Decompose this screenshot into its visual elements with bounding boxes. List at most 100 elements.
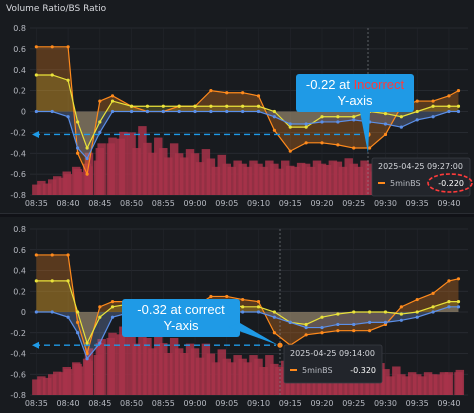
volume-bar	[296, 162, 306, 195]
orange-point	[320, 141, 324, 145]
volume-bar	[148, 348, 157, 395]
blue-point	[76, 146, 80, 150]
yellow-point	[304, 125, 308, 129]
yellow-point	[85, 146, 89, 150]
volume-bar	[154, 137, 163, 195]
volume-bar	[270, 163, 279, 195]
volume-bar	[301, 163, 311, 195]
yellow-point	[110, 99, 115, 103]
volume-bar	[154, 332, 163, 395]
volume-bar	[72, 166, 81, 195]
volume-bar	[243, 166, 252, 195]
volume-bar	[201, 149, 211, 195]
volume-bar	[428, 374, 438, 395]
orange-point	[66, 45, 70, 49]
y-tick-label: -0.2	[10, 128, 26, 137]
blue-point	[209, 109, 213, 114]
orange-point	[352, 146, 356, 150]
orange-point	[431, 291, 435, 295]
volume-bar	[254, 358, 263, 395]
orange-point	[110, 94, 115, 98]
orange-point	[368, 329, 372, 333]
yellow-point	[320, 115, 324, 119]
x-tick-label: 09:40	[437, 399, 460, 408]
blue-point	[145, 109, 150, 114]
tooltip-series-name: 5minBS	[302, 366, 333, 375]
yellow-point	[456, 300, 461, 304]
volume-bar	[443, 374, 452, 395]
x-tick-label: 09:10	[247, 399, 270, 408]
volume-bar	[222, 163, 232, 195]
y-tick-label: -0.6	[10, 370, 26, 379]
blue-point	[98, 341, 102, 345]
volume-bar	[143, 337, 152, 395]
chart-svg-bottom[interactable]: 0.8 0.6 0.4 0.2 0 -0.2 -0.4 -0.6 -0.808:35 08:40 0…	[0, 217, 474, 413]
yellow-point	[415, 310, 419, 314]
volume-bar	[174, 348, 184, 395]
orange-point	[85, 172, 89, 176]
blue-point	[415, 118, 419, 122]
orange-point	[76, 320, 80, 324]
volume-bar	[206, 353, 216, 395]
orange-point	[368, 146, 372, 150]
yellow-point	[383, 111, 388, 116]
volume-bar	[138, 126, 147, 195]
volume-bar	[423, 372, 433, 395]
x-tick-label: 09:25	[342, 399, 365, 408]
y-tick-label: 0.2	[13, 87, 26, 96]
volume-bar	[116, 138, 125, 195]
blue-point	[304, 122, 308, 126]
callout-line-1: -0.22 at Incorrect	[306, 77, 405, 92]
volume-bar	[360, 160, 369, 195]
callout-prefix: -0.32 at correct	[137, 302, 225, 317]
orange-point	[399, 305, 403, 309]
y-tick-label: -0.4	[10, 350, 26, 359]
tooltip-box	[371, 157, 471, 197]
volume-bar	[53, 176, 62, 195]
orange-point	[272, 128, 276, 132]
y-tick-label: 0.4	[13, 267, 26, 276]
volume-bar	[397, 374, 406, 395]
volume-bar	[84, 152, 94, 195]
volume-bar	[127, 327, 136, 395]
blue-point	[368, 320, 372, 324]
blue-point	[34, 310, 38, 314]
yellow-point	[352, 115, 356, 119]
yellow-point	[161, 104, 165, 108]
blue-point	[399, 318, 403, 322]
volume-bar	[222, 358, 232, 395]
orange-point	[66, 253, 70, 257]
volume-bar	[338, 166, 348, 195]
volume-bar	[286, 165, 295, 195]
tooltip-value: -0.320	[350, 366, 376, 375]
chart-svg-top[interactable]: 0.8 0.6 0.4 0.2 0 -0.2 -0.4 -0.6 -0.808:35 08:40 0…	[0, 0, 474, 213]
x-tick-label: 08:40	[57, 399, 80, 408]
orange-point	[256, 300, 261, 304]
x-tick-label: 09:00	[184, 399, 207, 408]
volume-bar	[32, 184, 41, 195]
volume-bar	[306, 166, 316, 195]
orange-area	[36, 254, 459, 354]
blue-point	[320, 120, 324, 124]
y-tick-label: -0.6	[10, 170, 26, 179]
hover-tooltip: 2025-04-25 09:14:00 5minBS -0.320	[283, 344, 383, 384]
yellow-point	[256, 104, 261, 108]
yellow-point	[129, 104, 134, 108]
blue-point	[34, 109, 38, 114]
tooltip-time: 2025-04-25 09:14:00	[290, 349, 375, 358]
volume-bar	[418, 376, 427, 395]
blue-point	[336, 322, 340, 327]
volume-bar	[407, 372, 417, 395]
yellow-point	[177, 104, 181, 108]
blue-point	[225, 109, 229, 114]
volume-bar	[37, 376, 46, 395]
x-tick-label: 08:45	[88, 399, 111, 408]
orange-point	[415, 297, 419, 302]
volume-bar	[179, 157, 189, 195]
yellow-point	[399, 312, 403, 316]
volume-bar	[108, 332, 117, 395]
volume-bar	[185, 149, 195, 195]
orange-point	[272, 331, 276, 335]
volume-bar	[190, 153, 200, 195]
blue-point	[336, 120, 340, 124]
